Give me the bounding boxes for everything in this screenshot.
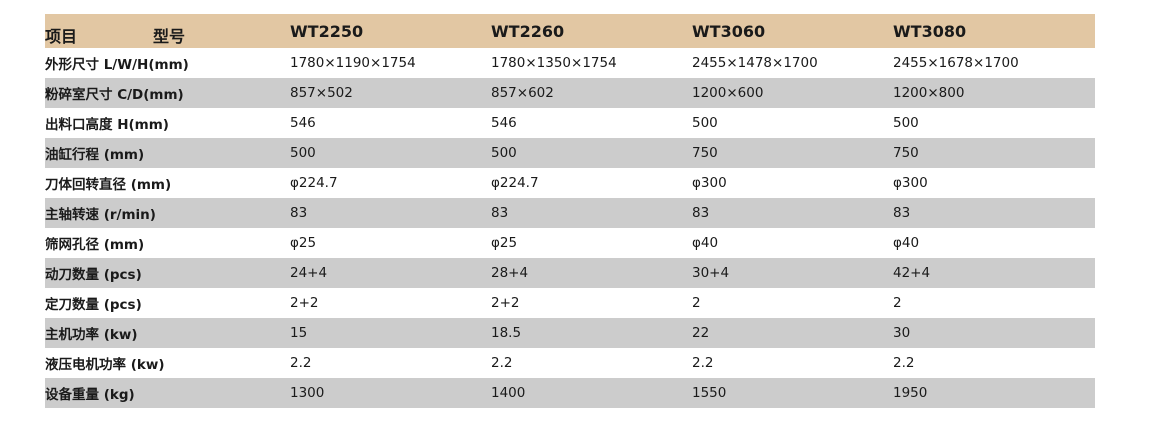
header-item-label: 项目	[45, 27, 78, 46]
row-label: 筛网孔径 (mm)	[45, 237, 145, 253]
row-label: 主机功率 (kw)	[45, 327, 138, 343]
row-value: 2.2	[692, 355, 714, 371]
row-value: φ224.7	[290, 175, 338, 191]
row-value: φ300	[893, 175, 928, 191]
row-value: 500	[491, 145, 517, 161]
row-value: 1300	[290, 385, 325, 401]
row-value: 83	[491, 205, 509, 221]
row-value: 15	[290, 325, 308, 341]
row-value: 83	[893, 205, 911, 221]
row-value: 1200×600	[692, 85, 764, 101]
header-row: 项目 型号 WT2250 WT2260 WT3060 WT3080	[45, 14, 1095, 48]
row-value: 2.2	[893, 355, 915, 371]
row-value: 500	[893, 115, 919, 131]
row-value: 750	[893, 145, 919, 161]
table-row: 出料口高度 H(mm) 546 546 500 500	[45, 108, 1095, 138]
row-value: 30+4	[692, 265, 730, 281]
row-value: 857×602	[491, 85, 554, 101]
row-value: 546	[290, 115, 316, 131]
row-value: 18.5	[491, 325, 522, 341]
row-label: 刀体回转直径 (mm)	[45, 177, 172, 193]
row-label: 主轴转速 (r/min)	[45, 207, 156, 223]
row-label: 设备重量 (kg)	[45, 387, 135, 403]
table-row: 刀体回转直径 (mm) φ224.7 φ224.7 φ300 φ300	[45, 168, 1095, 198]
table-row: 液压电机功率 (kw) 2.2 2.2 2.2 2.2	[45, 348, 1095, 378]
row-value: 28+4	[491, 265, 529, 281]
row-label: 粉碎室尺寸 C/D(mm)	[45, 87, 184, 103]
row-value: 22	[692, 325, 710, 341]
row-label: 液压电机功率 (kw)	[45, 357, 165, 373]
table-row: 动刀数量 (pcs) 24+4 28+4 30+4 42+4	[45, 258, 1095, 288]
spec-table: 项目 型号 WT2250 WT2260 WT3060 WT3080 外形尺寸 L…	[45, 14, 1095, 408]
row-value: 2455×1678×1700	[893, 55, 1019, 71]
row-label: 油缸行程 (mm)	[45, 147, 145, 163]
row-value: 1780×1350×1754	[491, 55, 617, 71]
row-value: 500	[290, 145, 316, 161]
table-row: 外形尺寸 L/W/H(mm) 1780×1190×1754 1780×1350×…	[45, 48, 1095, 78]
row-value: 750	[692, 145, 718, 161]
row-value: 83	[290, 205, 308, 221]
row-value: φ25	[491, 235, 518, 251]
row-value: φ300	[692, 175, 727, 191]
row-value: φ40	[692, 235, 719, 251]
table-row: 主机功率 (kw) 15 18.5 22 30	[45, 318, 1095, 348]
row-value: 2+2	[491, 295, 520, 311]
table-row: 筛网孔径 (mm) φ25 φ25 φ40 φ40	[45, 228, 1095, 258]
row-value: 1550	[692, 385, 727, 401]
row-label: 出料口高度 H(mm)	[45, 117, 169, 133]
row-value: 546	[491, 115, 517, 131]
row-value: 30	[893, 325, 911, 341]
row-value: 2	[893, 295, 902, 311]
row-value: 24+4	[290, 265, 328, 281]
row-value: 83	[692, 205, 710, 221]
row-value: 2+2	[290, 295, 319, 311]
row-value: 857×502	[290, 85, 353, 101]
row-value: 42+4	[893, 265, 931, 281]
header-model-label: 型号	[153, 27, 186, 46]
row-value: φ25	[290, 235, 317, 251]
row-label: 定刀数量 (pcs)	[45, 297, 142, 313]
table-row: 设备重量 (kg) 1300 1400 1550 1950	[45, 378, 1095, 408]
row-value: 500	[692, 115, 718, 131]
row-value: 1400	[491, 385, 526, 401]
row-value: 2455×1478×1700	[692, 55, 818, 71]
table-row: 定刀数量 (pcs) 2+2 2+2 2 2	[45, 288, 1095, 318]
header-model-name: WT2250	[290, 21, 364, 41]
row-label: 外形尺寸 L/W/H(mm)	[45, 57, 189, 73]
header-model-name: WT3060	[692, 21, 766, 41]
header-item-model-cell: 项目 型号	[45, 14, 290, 48]
row-value: φ40	[893, 235, 920, 251]
row-value: φ224.7	[491, 175, 539, 191]
row-value: 1780×1190×1754	[290, 55, 416, 71]
row-value: 1950	[893, 385, 928, 401]
header-model-name: WT3080	[893, 21, 967, 41]
table-row: 主轴转速 (r/min) 83 83 83 83	[45, 198, 1095, 228]
row-label: 动刀数量 (pcs)	[45, 267, 142, 283]
table-row: 粉碎室尺寸 C/D(mm) 857×502 857×602 1200×600 1…	[45, 78, 1095, 108]
table-row: 油缸行程 (mm) 500 500 750 750	[45, 138, 1095, 168]
row-value: 2.2	[491, 355, 513, 371]
header-model-name: WT2260	[491, 21, 565, 41]
row-value: 2	[692, 295, 701, 311]
row-value: 2.2	[290, 355, 312, 371]
row-value: 1200×800	[893, 85, 965, 101]
